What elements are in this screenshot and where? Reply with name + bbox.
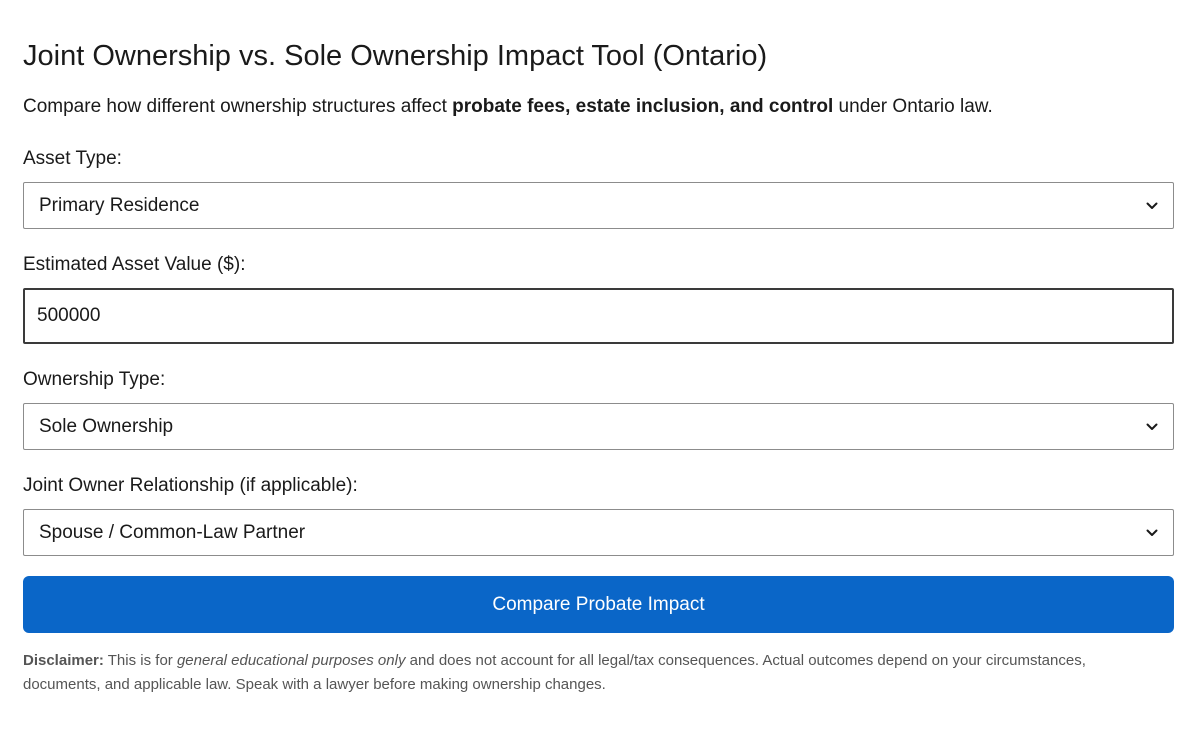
asset-type-value: Primary Residence [39, 194, 200, 216]
intro-text: Compare how different ownership structur… [23, 96, 993, 118]
asset-type-label: Asset Type: [23, 148, 122, 169]
intro-bold: probate fees, estate inclusion, and cont… [452, 96, 834, 117]
joint-relationship-label: Joint Owner Relationship (if applicable)… [23, 475, 358, 496]
chevron-down-icon [1146, 421, 1158, 433]
disclaimer-emphasis: general educational purposes only [176, 652, 406, 669]
asset-value-text: 500000 [37, 305, 101, 326]
ownership-type-value: Sole Ownership [39, 415, 174, 437]
intro-suffix: under Ontario law. [833, 96, 993, 117]
asset-value-input[interactable]: 500000 [23, 288, 1174, 344]
joint-relationship-value: Spouse / Common-Law Partner [39, 521, 306, 543]
ownership-type-label: Ownership Type: [23, 369, 166, 390]
disclaimer-heading: Disclaimer: [23, 652, 104, 669]
page-title: Joint Ownership vs. Sole Ownership Impac… [23, 40, 768, 72]
intro-prefix: Compare how different ownership structur… [23, 96, 453, 117]
asset-type-select[interactable]: Primary Residence [23, 182, 1174, 229]
asset-value-label: Estimated Asset Value ($): [23, 254, 246, 275]
ownership-type-select[interactable]: Sole Ownership [23, 403, 1174, 450]
disclaimer-text-before: This is for [103, 652, 177, 669]
disclaimer: Disclaimer: This is for general educatio… [23, 649, 1123, 697]
chevron-down-icon [1146, 527, 1158, 539]
joint-relationship-select[interactable]: Spouse / Common-Law Partner [23, 509, 1174, 556]
chevron-down-icon [1146, 200, 1158, 212]
disclaimer-text-after: and does not account for all legal/tax c… [23, 652, 1086, 693]
compare-probate-impact-button[interactable]: Compare Probate Impact [23, 576, 1174, 633]
